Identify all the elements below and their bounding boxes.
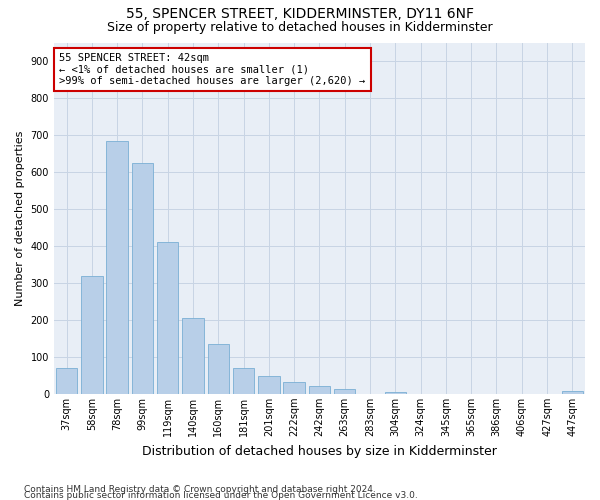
Bar — [56, 368, 77, 394]
Bar — [131, 162, 153, 394]
Text: 55 SPENCER STREET: 42sqm
← <1% of detached houses are smaller (1)
>99% of semi-d: 55 SPENCER STREET: 42sqm ← <1% of detach… — [59, 53, 365, 86]
Bar — [283, 382, 305, 394]
Y-axis label: Number of detached properties: Number of detached properties — [15, 130, 25, 306]
Bar — [233, 368, 254, 394]
Bar — [182, 318, 204, 394]
Bar — [157, 242, 178, 394]
X-axis label: Distribution of detached houses by size in Kidderminster: Distribution of detached houses by size … — [142, 444, 497, 458]
Bar — [385, 392, 406, 394]
Bar — [81, 276, 103, 394]
Bar — [208, 344, 229, 394]
Text: Size of property relative to detached houses in Kidderminster: Size of property relative to detached ho… — [107, 21, 493, 34]
Bar — [334, 390, 355, 394]
Text: Contains public sector information licensed under the Open Government Licence v3: Contains public sector information licen… — [24, 491, 418, 500]
Bar — [258, 376, 280, 394]
Bar — [562, 391, 583, 394]
Bar — [309, 386, 330, 394]
Text: Contains HM Land Registry data © Crown copyright and database right 2024.: Contains HM Land Registry data © Crown c… — [24, 485, 376, 494]
Text: 55, SPENCER STREET, KIDDERMINSTER, DY11 6NF: 55, SPENCER STREET, KIDDERMINSTER, DY11 … — [126, 8, 474, 22]
Bar — [106, 140, 128, 394]
